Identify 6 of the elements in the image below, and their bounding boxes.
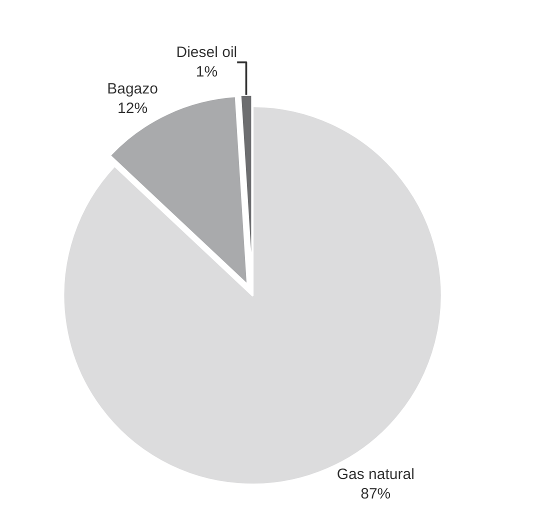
data-label: 1% bbox=[196, 64, 218, 81]
slice-label: Diesel oil bbox=[176, 44, 238, 62]
data-label: 87% bbox=[360, 486, 391, 503]
data-label: 12% bbox=[118, 100, 148, 118]
slice-label: Bagazo bbox=[107, 80, 158, 98]
slice-label: Gas natural bbox=[336, 466, 414, 484]
